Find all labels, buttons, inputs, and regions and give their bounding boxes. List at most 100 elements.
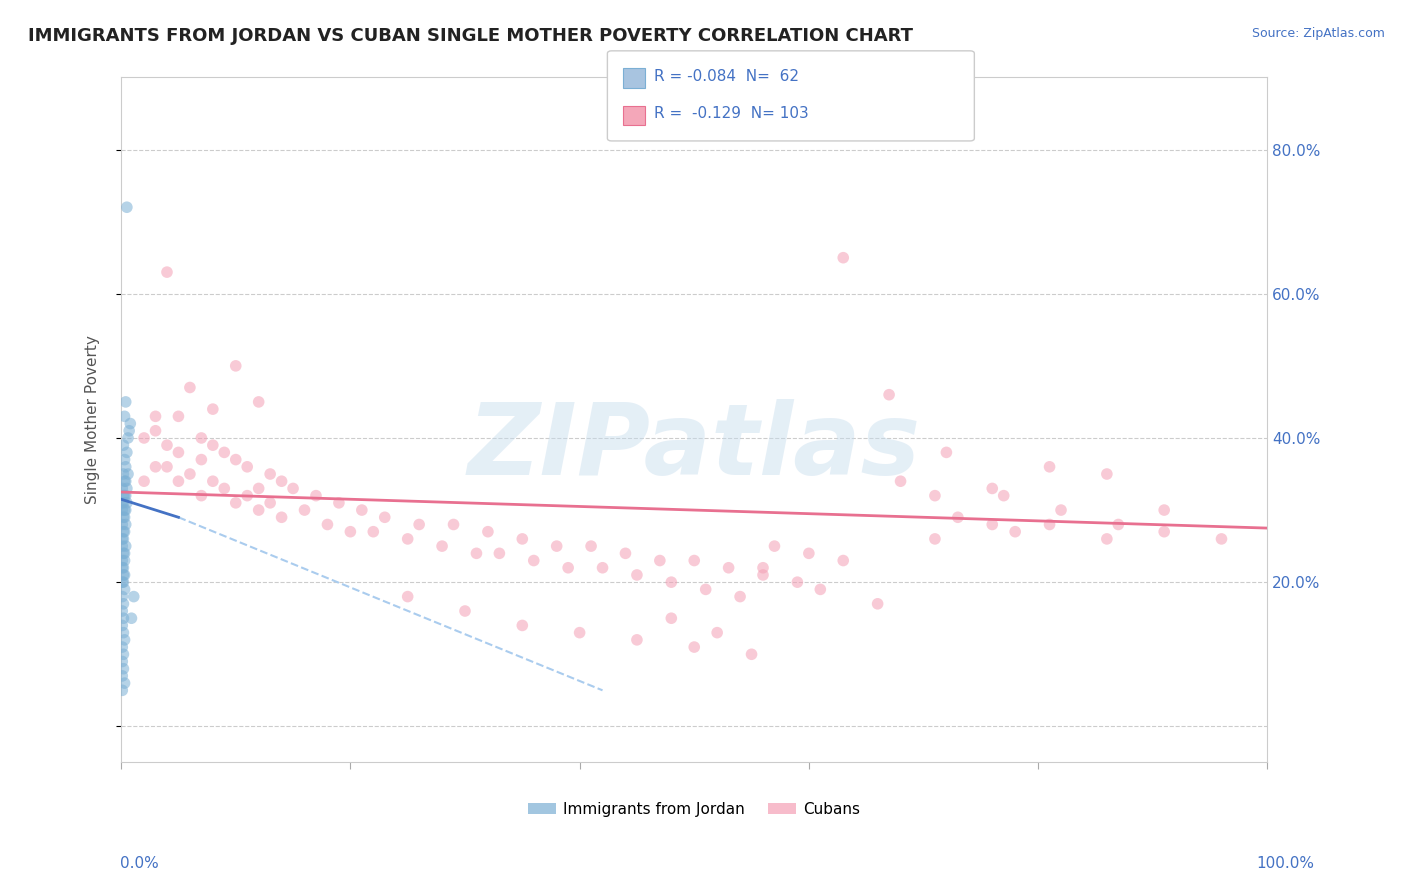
- Point: [201, 402, 224, 417]
- Point: [156, 459, 179, 474]
- Point: [201, 474, 224, 488]
- Point: [510, 532, 533, 546]
- Point: [114, 510, 136, 524]
- Point: [626, 632, 648, 647]
- Point: [112, 662, 135, 676]
- Point: [114, 539, 136, 553]
- Point: [112, 467, 135, 481]
- Point: [626, 568, 648, 582]
- Point: [832, 251, 855, 265]
- Point: [111, 655, 134, 669]
- Point: [659, 611, 682, 625]
- Point: [981, 517, 1004, 532]
- Point: [270, 474, 292, 488]
- Point: [1153, 524, 1175, 539]
- Point: [111, 539, 134, 553]
- Point: [117, 431, 139, 445]
- Point: [167, 409, 190, 424]
- Point: [167, 474, 190, 488]
- Point: [112, 560, 135, 574]
- Y-axis label: Single Mother Poverty: Single Mother Poverty: [86, 335, 100, 504]
- Point: [114, 489, 136, 503]
- Point: [1107, 517, 1129, 532]
- Point: [114, 524, 136, 539]
- Point: [111, 482, 134, 496]
- Point: [114, 395, 136, 409]
- Point: [659, 575, 682, 590]
- Point: [281, 482, 304, 496]
- Point: [114, 452, 136, 467]
- Point: [236, 459, 259, 474]
- Point: [1095, 532, 1118, 546]
- Point: [557, 560, 579, 574]
- Point: [112, 438, 135, 452]
- Point: [111, 560, 134, 574]
- Point: [156, 438, 179, 452]
- Point: [117, 467, 139, 481]
- Point: [114, 474, 136, 488]
- Point: [786, 575, 808, 590]
- Point: [374, 510, 396, 524]
- Point: [115, 200, 138, 214]
- Point: [118, 424, 141, 438]
- Point: [993, 489, 1015, 503]
- Point: [214, 445, 236, 459]
- Point: [946, 510, 969, 524]
- Point: [1211, 532, 1233, 546]
- Text: 0.0%: 0.0%: [120, 856, 159, 871]
- Point: [114, 568, 136, 582]
- Point: [190, 489, 212, 503]
- Point: [648, 553, 671, 567]
- Point: [1153, 503, 1175, 517]
- Point: [111, 590, 134, 604]
- Point: [1038, 517, 1060, 532]
- Point: [214, 482, 236, 496]
- Point: [111, 669, 134, 683]
- Point: [465, 546, 488, 560]
- Point: [706, 625, 728, 640]
- Point: [114, 632, 136, 647]
- Point: [1050, 503, 1073, 517]
- Point: [717, 560, 740, 574]
- Point: [225, 359, 247, 373]
- Point: [350, 503, 373, 517]
- Point: [112, 625, 135, 640]
- Point: [112, 597, 135, 611]
- Point: [112, 611, 135, 625]
- Point: [832, 553, 855, 567]
- Point: [443, 517, 465, 532]
- Point: [683, 640, 706, 654]
- Point: [114, 474, 136, 488]
- Point: [114, 553, 136, 567]
- Point: [294, 503, 316, 517]
- Point: [201, 438, 224, 452]
- Text: 100.0%: 100.0%: [1257, 856, 1315, 871]
- Point: [112, 524, 135, 539]
- Point: [179, 467, 201, 481]
- Point: [114, 503, 136, 517]
- Point: [132, 431, 155, 445]
- Point: [752, 568, 775, 582]
- Point: [190, 452, 212, 467]
- Point: [877, 387, 900, 401]
- Point: [797, 546, 820, 560]
- Point: [981, 482, 1004, 496]
- Point: [259, 496, 281, 510]
- Point: [111, 640, 134, 654]
- Point: [111, 532, 134, 546]
- Point: [115, 445, 138, 459]
- Point: [1038, 459, 1060, 474]
- Point: [122, 590, 145, 604]
- Point: [111, 517, 134, 532]
- Point: [568, 625, 591, 640]
- Point: [328, 496, 350, 510]
- Point: [592, 560, 614, 574]
- Point: [924, 532, 946, 546]
- Point: [728, 590, 751, 604]
- Text: R =  -0.129  N= 103: R = -0.129 N= 103: [654, 106, 808, 121]
- Point: [510, 618, 533, 632]
- Point: [112, 489, 135, 503]
- Point: [114, 489, 136, 503]
- Point: [225, 452, 247, 467]
- Point: [112, 546, 135, 560]
